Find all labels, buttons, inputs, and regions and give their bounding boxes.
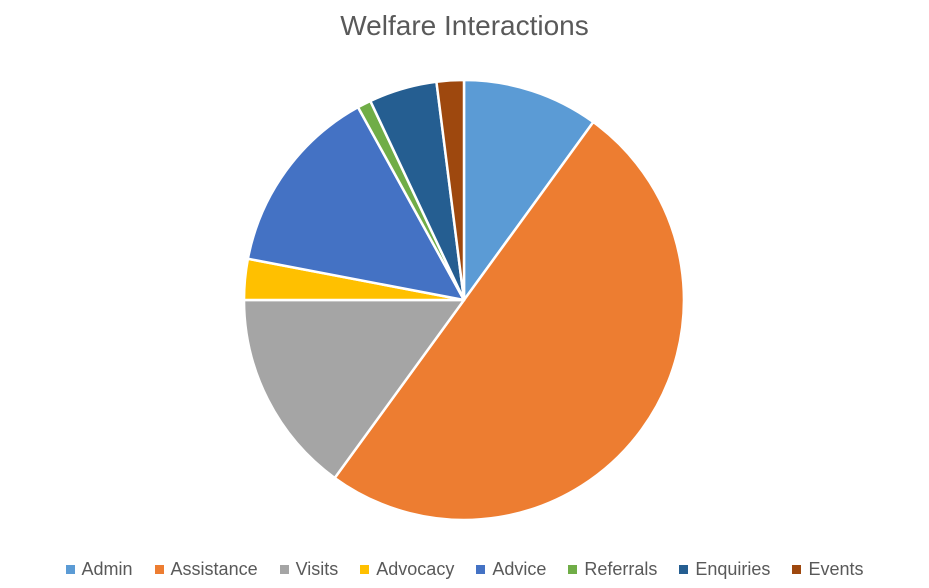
legend-label-advocacy: Advocacy	[376, 558, 455, 579]
legend-swatch-advice	[476, 564, 486, 574]
legend-item-admin: Admin	[65, 558, 133, 580]
legend-label-assistance: Assistance	[170, 558, 258, 579]
legend-swatch-referrals	[568, 564, 578, 574]
legend-label-admin: Admin	[81, 558, 133, 579]
legend-label-advice: Advice	[492, 558, 547, 579]
pie-slice-events	[435, 78, 466, 302]
legend-item-advocacy: Advocacy	[360, 559, 454, 580]
legend-swatch-events	[792, 564, 802, 574]
legend-swatch-advocacy	[360, 564, 370, 574]
pie-slice-admin	[462, 78, 595, 302]
legend-label-visits: Visits	[295, 558, 339, 579]
legend-item-referrals: Referrals	[568, 559, 657, 580]
pie-slice-visits	[242, 298, 466, 480]
pie-slice-advice	[246, 105, 466, 302]
legend-item-assistance: Assistance	[154, 558, 258, 580]
legend-swatch-admin	[65, 564, 75, 574]
legend-swatch-assistance	[154, 564, 164, 574]
legend-swatch-enquiries	[679, 564, 689, 574]
legend-label-enquiries: Enquiries	[695, 558, 771, 579]
legend-label-events: Events	[808, 558, 864, 579]
legend-label-referrals: Referrals	[584, 558, 658, 579]
pie-slice-assistance	[333, 120, 686, 522]
legend-item-visits: Visits	[279, 558, 339, 580]
legend-swatch-visits	[279, 564, 289, 574]
chart-title: Welfare Interactions	[340, 10, 589, 41]
legend-item-enquiries: Enquiries	[679, 559, 770, 580]
legend: Admin Assistance Visits Advocacy Advice Refer…	[0, 556, 929, 582]
legend-item-advice: Advice	[476, 559, 546, 580]
legend-item-events: Events	[792, 559, 863, 580]
